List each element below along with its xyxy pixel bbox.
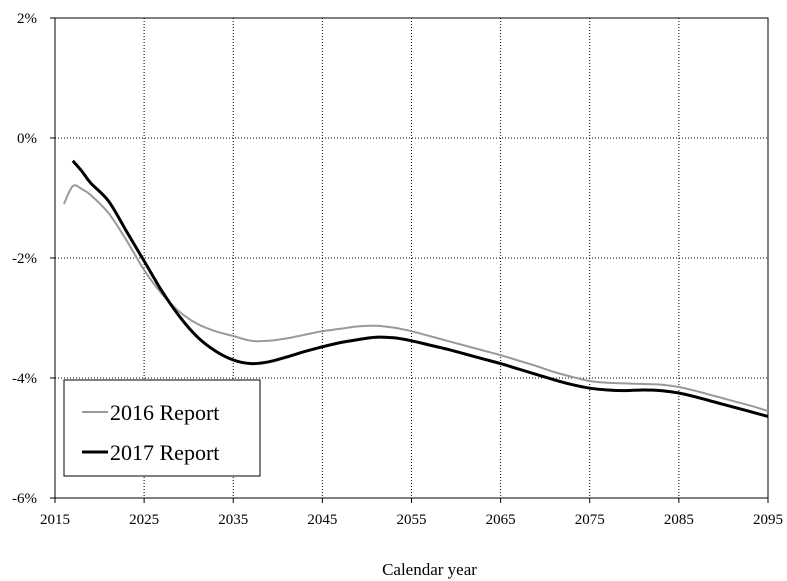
y-tick-label: 2% [17, 11, 37, 27]
y-tick-label: -2% [12, 251, 37, 267]
x-tick-label: 2085 [664, 512, 694, 528]
series-layer [62, 159, 769, 418]
legend: 2016 Report 2017 Report [63, 379, 261, 477]
y-tick-label: -6% [12, 491, 37, 507]
y-tick-label: 0% [17, 131, 37, 147]
x-tick-label: 2045 [307, 512, 337, 528]
legend-label-2: 2017 Report [110, 440, 219, 465]
y-axis-ticks: 2% 0% -2% -4% -6% [12, 11, 55, 507]
x-tick-label: 2035 [218, 512, 248, 528]
legend-box [63, 379, 261, 477]
series-line-1 [62, 184, 769, 412]
x-tick-label: 2015 [40, 512, 70, 528]
x-tick-label: 2095 [753, 512, 783, 528]
x-axis-label: Calendar year [382, 560, 477, 579]
x-tick-label: 2065 [486, 512, 516, 528]
x-tick-label: 2075 [575, 512, 605, 528]
x-axis-ticks: 2015 2025 2035 2045 2055 2065 2075 2085 2095 [40, 498, 783, 528]
y-tick-label: -4% [12, 371, 37, 387]
x-tick-label: 2055 [397, 512, 427, 528]
series-line-2 [71, 159, 769, 418]
legend-label-1: 2016 Report [110, 400, 219, 425]
x-tick-label: 2025 [129, 512, 159, 528]
